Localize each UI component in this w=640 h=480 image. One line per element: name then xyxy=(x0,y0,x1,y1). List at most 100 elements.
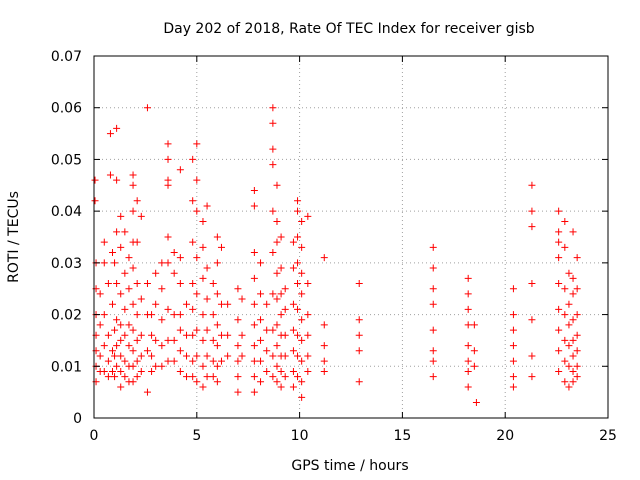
y-tick-label: 0.03 xyxy=(51,256,82,272)
data-point xyxy=(273,342,281,350)
data-point xyxy=(125,254,133,262)
data-point xyxy=(96,290,104,298)
data-point xyxy=(234,285,242,293)
data-point xyxy=(355,316,363,324)
data-point xyxy=(555,367,563,375)
data-point xyxy=(238,295,246,303)
data-point xyxy=(355,331,363,339)
data-point xyxy=(193,254,201,262)
data-point xyxy=(238,331,246,339)
data-point xyxy=(277,367,285,375)
data-point xyxy=(170,311,178,319)
data-point xyxy=(189,373,197,381)
data-point xyxy=(213,321,221,329)
data-point xyxy=(224,331,232,339)
data-point xyxy=(234,373,242,381)
data-point xyxy=(464,321,472,329)
data-point xyxy=(117,243,125,251)
data-point xyxy=(203,326,211,334)
data-point xyxy=(213,290,221,298)
data-point xyxy=(121,331,129,339)
data-point xyxy=(91,176,99,184)
chart-title: Day 202 of 2018, Rate Of TEC Index for r… xyxy=(163,21,534,37)
data-point xyxy=(234,357,242,365)
data-point xyxy=(125,321,133,329)
data-point xyxy=(464,305,472,313)
data-point xyxy=(137,352,145,360)
data-point xyxy=(294,197,302,205)
data-point xyxy=(555,326,563,334)
data-point xyxy=(573,362,581,370)
data-point xyxy=(509,342,517,350)
y-tick-label: 0.06 xyxy=(51,101,82,117)
data-point xyxy=(170,357,178,365)
y-tick-label: 0.04 xyxy=(51,204,82,220)
data-point xyxy=(573,311,581,319)
data-point xyxy=(257,290,265,298)
data-point xyxy=(189,331,197,339)
data-point xyxy=(193,140,201,148)
data-point xyxy=(217,331,225,339)
data-point xyxy=(429,243,437,251)
data-point xyxy=(158,362,166,370)
data-point xyxy=(189,238,197,246)
data-point xyxy=(470,362,478,370)
data-point xyxy=(528,181,536,189)
data-point xyxy=(429,326,437,334)
data-point xyxy=(176,311,184,319)
data-point xyxy=(294,373,302,381)
data-point xyxy=(100,342,108,350)
data-point xyxy=(183,352,191,360)
data-point xyxy=(429,347,437,355)
data-point xyxy=(189,357,197,365)
data-point xyxy=(320,254,328,262)
data-point xyxy=(304,331,312,339)
data-point xyxy=(298,217,306,225)
data-point xyxy=(170,269,178,277)
data-point xyxy=(213,362,221,370)
data-point xyxy=(183,331,191,339)
data-point xyxy=(509,326,517,334)
data-point xyxy=(125,342,133,350)
data-point xyxy=(117,212,125,220)
x-tick-label: 15 xyxy=(393,428,411,444)
data-point xyxy=(143,104,151,112)
data-point xyxy=(269,161,277,169)
data-point xyxy=(238,352,246,360)
data-point xyxy=(528,373,536,381)
data-point xyxy=(269,249,277,257)
data-point xyxy=(217,300,225,308)
data-point xyxy=(298,290,306,298)
data-point xyxy=(176,367,184,375)
data-point xyxy=(429,373,437,381)
data-point xyxy=(234,342,242,350)
data-point xyxy=(109,347,117,355)
data-point xyxy=(561,378,569,386)
data-point xyxy=(113,362,121,370)
data-point xyxy=(304,311,312,319)
data-point xyxy=(224,352,232,360)
data-point xyxy=(509,311,517,319)
data-point xyxy=(193,378,201,386)
data-point xyxy=(133,238,141,246)
data-point xyxy=(569,378,577,386)
data-point xyxy=(113,342,121,350)
data-point xyxy=(113,280,121,288)
data-point xyxy=(569,274,577,282)
data-point xyxy=(273,378,281,386)
data-point xyxy=(176,166,184,174)
data-point xyxy=(213,342,221,350)
data-point xyxy=(152,300,160,308)
data-point xyxy=(121,269,129,277)
data-point xyxy=(555,347,563,355)
data-point xyxy=(121,373,129,381)
data-point xyxy=(199,243,207,251)
data-point xyxy=(289,347,297,355)
data-point xyxy=(294,305,302,313)
data-point xyxy=(117,336,125,344)
data-point xyxy=(176,326,184,334)
data-point xyxy=(509,373,517,381)
data-point xyxy=(281,285,289,293)
data-point xyxy=(464,342,472,350)
data-point xyxy=(199,362,207,370)
